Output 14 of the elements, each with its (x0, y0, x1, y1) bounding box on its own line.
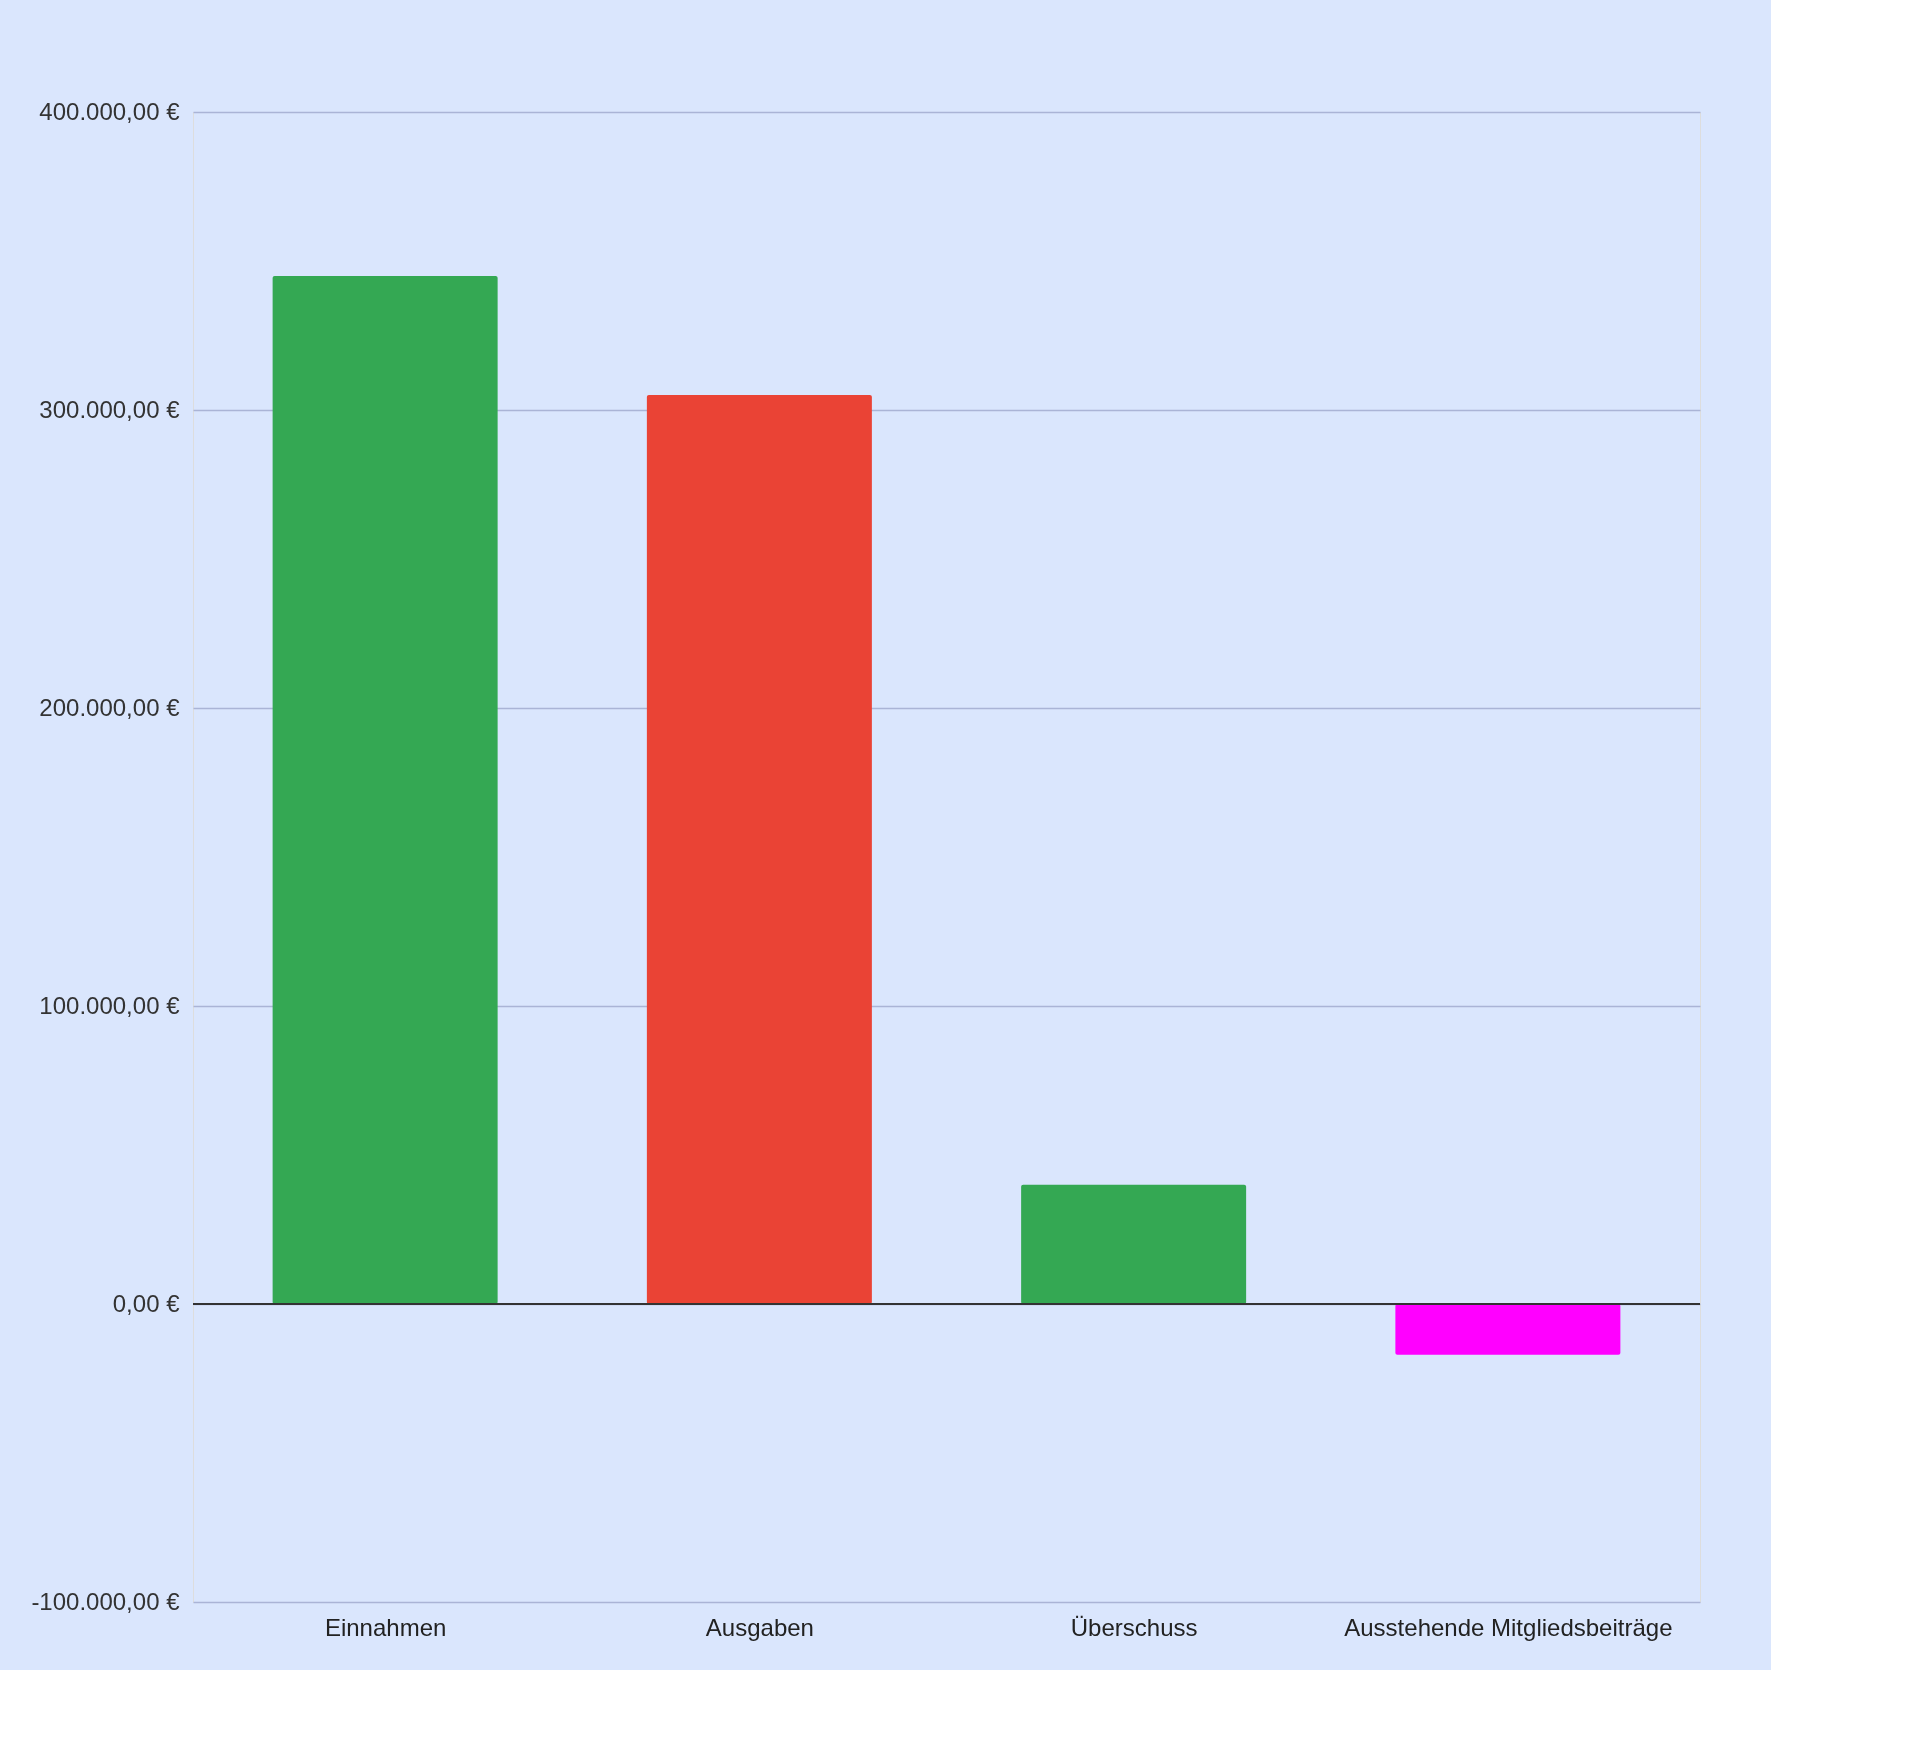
x-tick-label: Einnahmen (324, 1613, 447, 1641)
y-tick-label: 100.000,00 € (39, 991, 181, 1019)
y-tick-label: -100.000,00 € (31, 1587, 181, 1615)
x-tick-label: Ausstehende Mitgliedsbeiträge (1344, 1613, 1673, 1641)
bar (646, 395, 872, 1304)
y-tick-label: 400.000,00 € (39, 97, 181, 125)
x-tick-label: Ausgaben (705, 1613, 814, 1641)
y-tick-label: 200.000,00 € (39, 693, 181, 721)
bar (1021, 1184, 1247, 1304)
x-tick-label: Überschuss (1070, 1613, 1198, 1641)
y-tick-label: 300.000,00 € (39, 395, 181, 423)
bar (1395, 1304, 1621, 1355)
bar (272, 275, 498, 1304)
y-tick-label: 0,00 € (112, 1289, 181, 1317)
